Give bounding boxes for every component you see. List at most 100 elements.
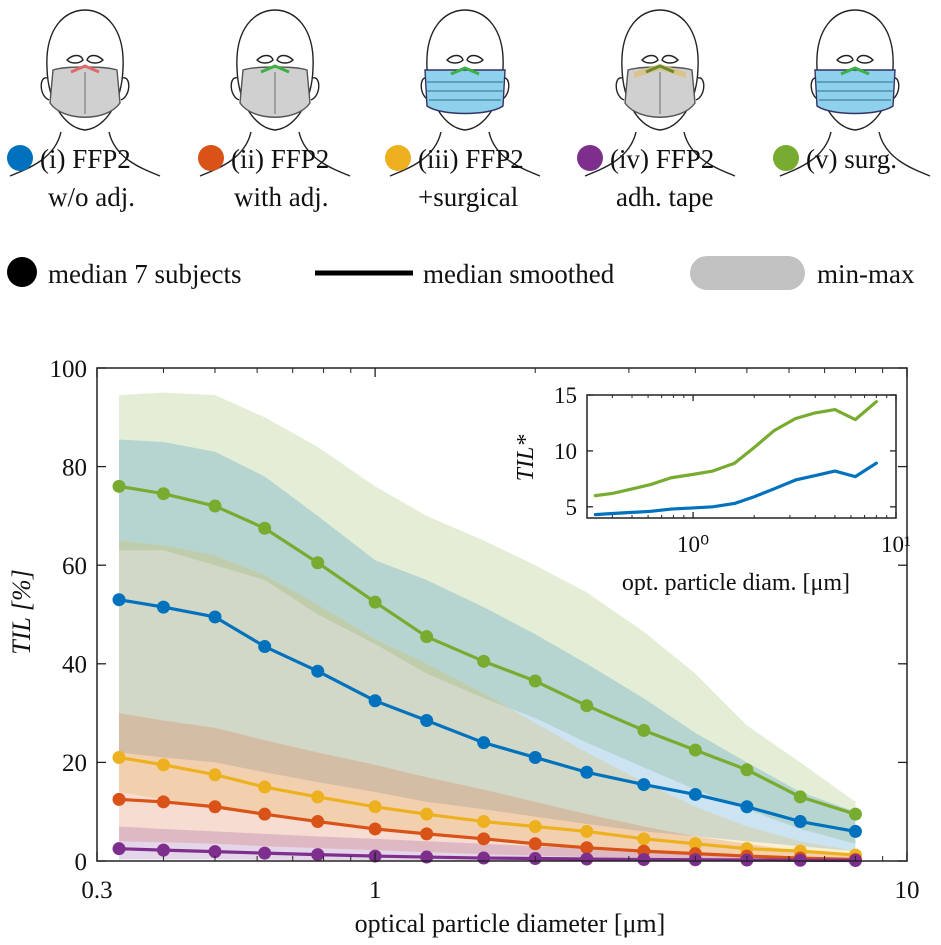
y-tick-label: 10	[554, 439, 577, 464]
point-v-surg	[208, 499, 222, 513]
point-i-ffp2-w-o-adj	[112, 593, 126, 607]
point-ii-ffp2-with-adj	[156, 795, 170, 809]
line-inset-series-0	[593, 400, 878, 498]
point-i-ffp2-w-o-adj	[528, 750, 542, 764]
x-tick-label: 10¹	[881, 532, 911, 557]
legend-item-i: (i) FFP2 w/o adj.	[7, 144, 135, 212]
point-iii-ffp2-surgical	[208, 768, 222, 782]
x-tick-label: 10	[895, 877, 920, 904]
y-tick-label: 5	[566, 495, 578, 520]
point-iii-ffp2-surgical	[688, 837, 702, 851]
point-ii-ffp2-with-adj	[528, 837, 542, 851]
axes-frame	[96, 367, 908, 862]
mask-iv-icon	[584, 9, 736, 177]
point-i-ffp2-w-o-adj	[688, 787, 702, 801]
point-i-ffp2-w-o-adj	[258, 640, 272, 654]
point-i-ffp2-w-o-adj	[208, 610, 222, 624]
point-iv-ffp2-adh-tape	[477, 851, 491, 865]
point-v-surg	[258, 521, 272, 535]
point-ii-ffp2-with-adj	[208, 800, 222, 814]
legend-item-ii: (ii) FFP2 with adj.	[198, 144, 329, 212]
legend-item-iii: (iii) FFP2 +surgical	[385, 144, 524, 212]
main-ylabel: TIL [%]	[7, 569, 36, 655]
point-v-surg	[688, 743, 702, 757]
point-iv-ffp2-adh-tape	[112, 842, 126, 856]
legend-label-i-line2: w/o adj.	[48, 182, 135, 212]
legend-marker-i	[7, 145, 33, 171]
point-ii-ffp2-with-adj	[112, 792, 126, 806]
minmax-band-icon	[690, 256, 805, 290]
legend-item-iv: (iv) FFP2 adh. tape	[577, 144, 714, 212]
legend-marker-iii	[385, 145, 411, 171]
legend-marker-v	[773, 145, 799, 171]
legend-label-iv-line1: (iv) FFP2	[610, 144, 714, 174]
line-inset-series-1	[593, 461, 878, 517]
mask-v-icon	[779, 9, 931, 177]
inset-lines	[593, 400, 878, 517]
x-tick-label: 1	[369, 877, 382, 904]
point-iii-ffp2-surgical	[528, 819, 542, 833]
point-iii-ffp2-surgical	[420, 807, 434, 821]
main-xlabel: optical particle diameter [μm]	[355, 909, 666, 938]
legend-label-iii-line1: (iii) FFP2	[418, 144, 524, 174]
inset-xlabel: opt. particle diam. [μm]	[622, 570, 850, 596]
point-v-surg	[793, 790, 807, 804]
inset-ylabel: TIL*	[513, 435, 539, 482]
point-v-surg	[528, 674, 542, 688]
point-iv-ffp2-adh-tape	[580, 852, 594, 866]
point-v-surg	[368, 595, 382, 609]
legend-item-v: (v) surg.	[773, 144, 897, 174]
point-v-surg	[740, 763, 754, 777]
legend-label-ii-line2: with adj.	[234, 182, 329, 212]
symbol-legend: median 7 subjects median smoothed min-ma…	[7, 256, 915, 290]
x-tick-label: 0.3	[81, 877, 112, 904]
legend-marker-ii	[198, 145, 224, 171]
axes-frame	[586, 394, 897, 519]
point-iv-ffp2-adh-tape	[208, 845, 222, 859]
point-i-ffp2-w-o-adj	[740, 800, 754, 814]
point-iv-ffp2-adh-tape	[637, 853, 651, 867]
legend-label-iii-line2: +surgical	[418, 182, 518, 212]
point-i-ffp2-w-o-adj	[311, 664, 325, 678]
median-label: median 7 subjects	[48, 259, 241, 289]
point-ii-ffp2-with-adj	[311, 815, 325, 829]
legend-label-v-line1: (v) surg.	[806, 144, 897, 174]
legend-label-iv-line2: adh. tape	[616, 182, 713, 212]
point-iii-ffp2-surgical	[258, 780, 272, 794]
point-ii-ffp2-with-adj	[580, 841, 594, 855]
median-marker-icon	[7, 257, 37, 287]
point-v-surg	[848, 807, 862, 821]
main-bands	[119, 392, 856, 861]
legend-marker-iv	[577, 145, 603, 171]
mask-i-icon	[9, 9, 161, 177]
point-i-ffp2-w-o-adj	[580, 765, 594, 779]
point-ii-ffp2-with-adj	[368, 822, 382, 836]
point-iii-ffp2-surgical	[156, 758, 170, 772]
point-iii-ffp2-surgical	[112, 750, 126, 764]
point-i-ffp2-w-o-adj	[368, 694, 382, 708]
legend-label-i-line1: (i) FFP2	[40, 144, 131, 174]
point-iii-ffp2-surgical	[637, 832, 651, 846]
point-iv-ffp2-adh-tape	[311, 848, 325, 862]
point-iii-ffp2-surgical	[477, 815, 491, 829]
point-i-ffp2-w-o-adj	[848, 824, 862, 838]
minmax-label: min-max	[817, 259, 915, 289]
point-i-ffp2-w-o-adj	[477, 736, 491, 750]
y-tick-label: 0	[75, 849, 88, 876]
x-tick-label: 10⁰	[677, 532, 709, 557]
band-v-surg	[119, 392, 856, 844]
point-ii-ffp2-with-adj	[420, 827, 434, 841]
point-i-ffp2-w-o-adj	[793, 815, 807, 829]
point-v-surg	[420, 630, 434, 644]
point-v-surg	[580, 699, 594, 713]
point-v-surg	[311, 556, 325, 570]
point-ii-ffp2-with-adj	[258, 807, 272, 821]
point-v-surg	[156, 487, 170, 501]
y-tick-label: 100	[50, 356, 88, 383]
point-iv-ffp2-adh-tape	[156, 843, 170, 857]
y-tick-label: 40	[62, 652, 87, 679]
band-i-ffp2-w-o-adj	[119, 439, 856, 852]
mask-illustrations	[9, 9, 931, 177]
